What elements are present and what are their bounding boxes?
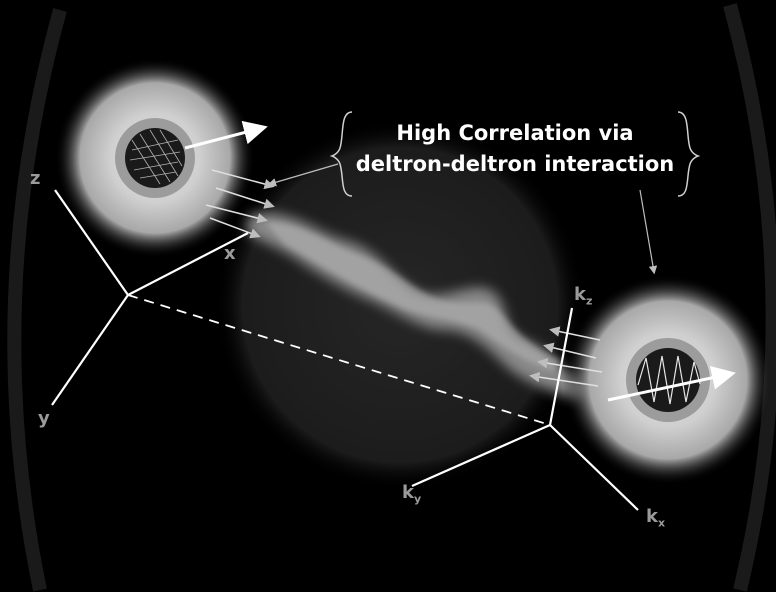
correlation-caption: High Correlation via deltron-deltron int… (330, 118, 700, 180)
left-interaction-arrows (205, 169, 275, 239)
axis-label-kz: kz (574, 284, 593, 308)
left-axes (51, 189, 249, 406)
axis-label-y: y (38, 408, 50, 429)
left-spin-arrow (184, 120, 268, 150)
outer-ring-right (723, 3, 776, 592)
caption-line-1: High Correlation via (396, 121, 634, 145)
axis-label-kx: kx (646, 506, 666, 530)
right-particle (563, 275, 773, 485)
brace-right (677, 111, 701, 197)
callout-arrow-left (267, 163, 339, 187)
brace-left (329, 111, 353, 197)
outer-ring-left (7, 8, 67, 592)
axis-label-ky: ky (402, 482, 422, 506)
callout-arrow-right (639, 189, 658, 275)
left-particle (55, 58, 255, 258)
caption-line-2: deltron-deltron interaction (355, 152, 675, 176)
right-axes (411, 307, 639, 511)
right-interaction-arrows (529, 326, 603, 387)
axis-label-z: z (30, 168, 41, 189)
correlation-dashed-line (127, 294, 551, 426)
axis-label-x: x (224, 243, 236, 264)
right-spin-arrow (607, 366, 736, 402)
correlation-cloud-core (265, 221, 560, 372)
